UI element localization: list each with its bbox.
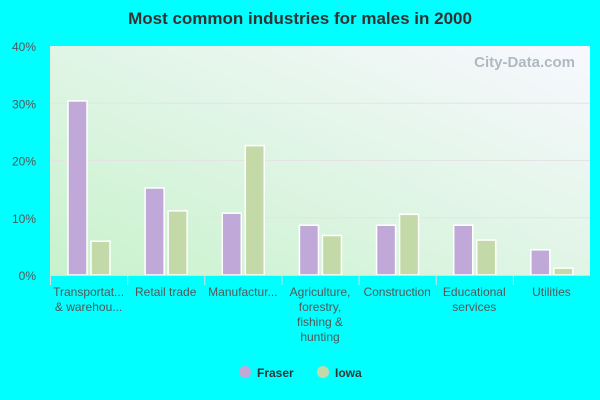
- bar-iowa: [244, 144, 266, 276]
- x-tick-label: Retail trade: [135, 285, 197, 299]
- bar-fraser: [221, 212, 243, 276]
- bar-fraser: [67, 100, 88, 276]
- bar-iowa: [90, 240, 111, 276]
- bar-iowa: [398, 213, 420, 276]
- x-tick-label: Utilities: [532, 285, 571, 299]
- bar-fraser: [375, 224, 397, 276]
- x-tick-label: Educational services: [443, 285, 506, 314]
- y-tick-label: 30%: [12, 97, 36, 111]
- y-tick-label: 10%: [12, 212, 36, 226]
- x-tick-label: Manufactur...: [208, 285, 277, 299]
- bar-iowa: [475, 239, 497, 276]
- bar-fraser: [144, 187, 165, 276]
- chart-title: Most common industries for males in 2000: [128, 9, 472, 28]
- bar-fraser: [298, 224, 320, 276]
- bar-fraser: [452, 224, 474, 276]
- legend-swatch: [239, 366, 251, 378]
- y-tick-label: 20%: [12, 155, 36, 169]
- legend-label: Fraser: [257, 366, 294, 380]
- x-tick-label: Transportat... & warehou...: [53, 285, 124, 314]
- bar-iowa: [553, 267, 574, 276]
- bar-fraser: [530, 249, 551, 276]
- watermark: City-Data.com: [474, 54, 575, 71]
- legend-label: Iowa: [335, 366, 362, 380]
- x-tick-label: Agriculture, forestry, fishing & hunting: [290, 285, 351, 344]
- bar-iowa: [321, 234, 343, 276]
- y-tick-label: 0%: [19, 269, 37, 283]
- legend-swatch: [317, 366, 329, 378]
- y-tick-label: 40%: [12, 40, 36, 54]
- bar-iowa: [167, 210, 188, 276]
- x-tick-label: Construction: [363, 285, 430, 299]
